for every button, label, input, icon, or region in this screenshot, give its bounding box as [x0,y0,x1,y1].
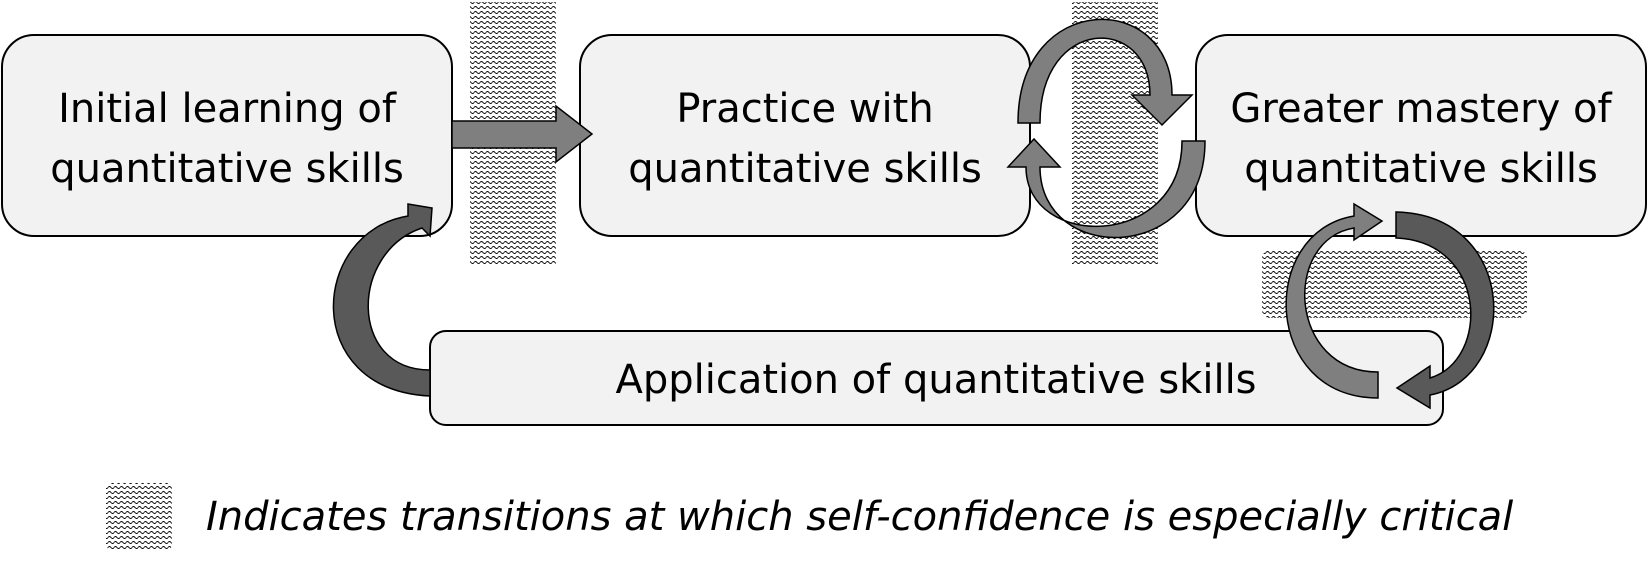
arrow-application-to-initial [332,203,433,397]
legend: Indicates transitions at which self-conf… [106,483,1513,549]
box-mastery-line2: quantitative skills [1244,146,1598,192]
box-application: Application of quantitative skills [429,330,1444,426]
legend-hatch-swatch [106,483,172,549]
arrow-application-to-mastery [1285,202,1384,399]
box-practice-line1: Practice with [676,86,933,132]
box-initial-learning: Initial learning of quantitative skills [1,34,453,237]
arrow-initial-to-practice [451,104,594,164]
box-practice-line2: quantitative skills [628,146,982,192]
box-mastery-line1: Greater mastery of [1230,86,1612,132]
box-application-label: Application of quantitative skills [615,357,1256,403]
box-greater-mastery: Greater mastery of quantitative skills [1195,34,1647,237]
legend-text: Indicates transitions at which self-conf… [206,494,1513,540]
box-initial-line2: quantitative skills [50,146,404,192]
box-initial-line1: Initial learning of [58,86,397,132]
arrow-mastery-to-practice [1006,137,1206,239]
arrow-practice-to-mastery [1017,18,1194,127]
box-practice: Practice with quantitative skills [579,34,1031,237]
arrow-mastery-to-application [1395,211,1495,410]
